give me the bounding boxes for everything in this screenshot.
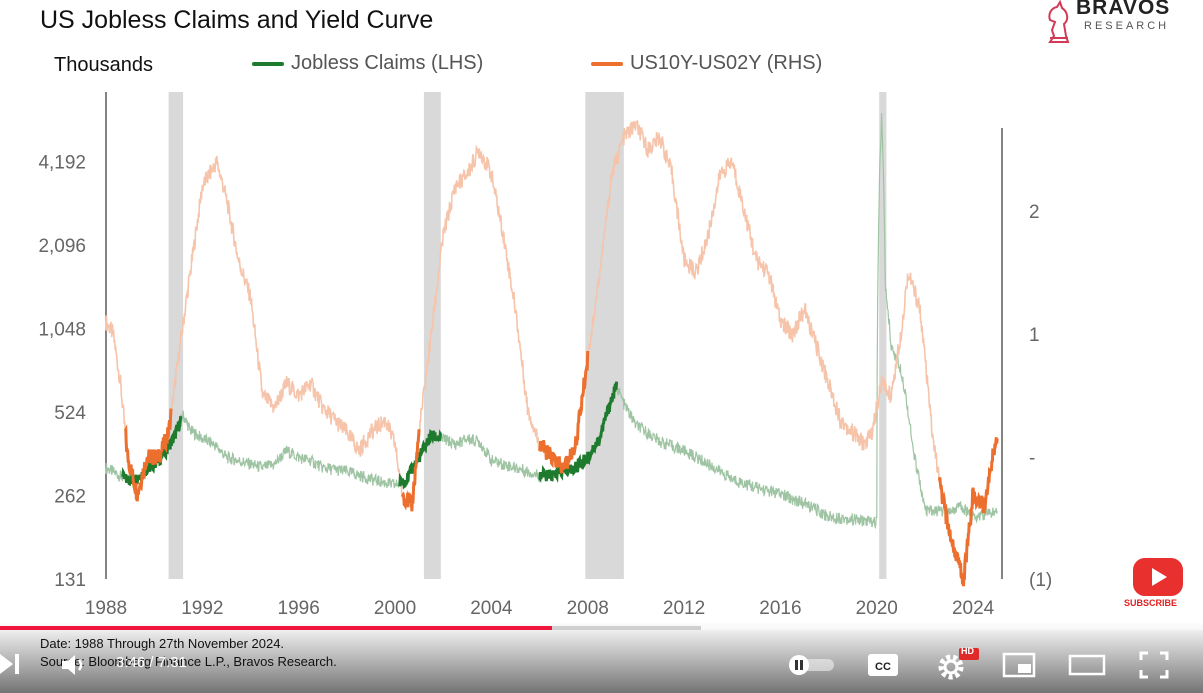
left-tick-label: 4,192 — [38, 153, 86, 174]
left-axis-units: Thousands — [54, 54, 153, 76]
legend-swatch-yield — [591, 62, 623, 66]
theater-mode-button[interactable] — [1068, 652, 1106, 683]
next-icon — [0, 654, 19, 674]
player-controls-bar — [0, 622, 1203, 693]
right-tick-label: 1 — [1029, 325, 1040, 346]
yield-curve-highlight — [538, 350, 590, 474]
axis-ticks: 4,192 2,096 1,048 524 262 131 2 1 - (1) 1988 1992 19… — [38, 153, 1052, 620]
captions-button[interactable]: CC — [866, 652, 900, 683]
x-tick-label: 2024 — [952, 598, 995, 619]
x-tick-label: 1988 — [85, 598, 127, 619]
recession-band — [879, 92, 887, 579]
yield-curve-line — [105, 120, 998, 587]
svg-text:CC: CC — [875, 661, 891, 673]
x-tick-label: 2012 — [663, 598, 705, 619]
right-tick-label: 2 — [1029, 202, 1040, 223]
x-tick-label: 2016 — [759, 598, 801, 619]
chart-title: US Jobless Claims and Yield Curve — [40, 6, 434, 34]
brand-name: BRAVOS — [1076, 0, 1171, 19]
legend-label-yield: US10Y-US02Y (RHS) — [630, 52, 823, 74]
knight-logo-icon — [1048, 0, 1070, 43]
settings-button[interactable] — [934, 648, 980, 687]
left-tick-label: 524 — [54, 403, 86, 424]
jobless-claims-highlight — [398, 428, 443, 490]
captions-icon: CC — [868, 654, 898, 676]
fullscreen-button[interactable] — [1138, 650, 1170, 685]
yield-curve-highlight — [401, 429, 421, 512]
fullscreen-icon — [1139, 651, 1169, 679]
legend-swatch-jobless — [252, 62, 284, 66]
right-tick-label: - — [1029, 448, 1035, 469]
date-note: Date: 1988 Through 27th November 2024. — [40, 636, 285, 651]
x-tick-label: 1996 — [278, 598, 320, 619]
faded-series — [105, 113, 998, 587]
highlighted-series — [121, 350, 999, 587]
next-button[interactable] — [0, 652, 22, 681]
progress-played[interactable] — [0, 626, 552, 630]
x-tick-label: 2000 — [374, 598, 416, 619]
recession-band — [168, 92, 184, 579]
right-tick-label: (1) — [1029, 570, 1052, 591]
brand-logo — [1042, 0, 1182, 46]
time-display: 3:46 / 7:31 — [116, 654, 187, 671]
gear-icon — [938, 648, 979, 680]
autoplay-toggle[interactable] — [786, 654, 836, 681]
legend-label-jobless: Jobless Claims (LHS) — [291, 52, 484, 74]
source-note: Source: Bloomberg Finance L.P., Bravos R… — [40, 654, 337, 669]
x-tick-label: 2020 — [856, 598, 898, 619]
subscribe-label: SUBSCRIBE — [1124, 598, 1178, 608]
hd-badge: HD — [961, 646, 974, 656]
recession-bands — [168, 92, 887, 579]
miniplayer-button[interactable] — [1002, 652, 1036, 683]
x-tick-label: 1992 — [181, 598, 223, 619]
yield-curve-highlight — [123, 408, 173, 502]
volume-icon — [62, 655, 83, 675]
yield-curve-highlight — [937, 437, 999, 587]
youtube-icon — [1133, 558, 1183, 596]
left-tick-label: 262 — [54, 487, 86, 508]
miniplayer-icon — [1002, 652, 1036, 678]
jobless-claims-highlight — [538, 381, 619, 483]
subscribe-button[interactable] — [1130, 556, 1186, 612]
recession-band — [423, 92, 441, 579]
volume-button[interactable] — [60, 652, 90, 683]
brand-subtitle: RESEARCH — [1084, 20, 1170, 32]
left-tick-label: 2,096 — [38, 236, 86, 257]
left-tick-label: 131 — [54, 570, 86, 591]
autoplay-toggle-icon — [789, 655, 834, 675]
theater-icon — [1068, 654, 1106, 676]
x-tick-label: 2004 — [470, 598, 513, 619]
left-tick-label: 1,048 — [38, 320, 86, 341]
x-tick-label: 2008 — [567, 598, 609, 619]
